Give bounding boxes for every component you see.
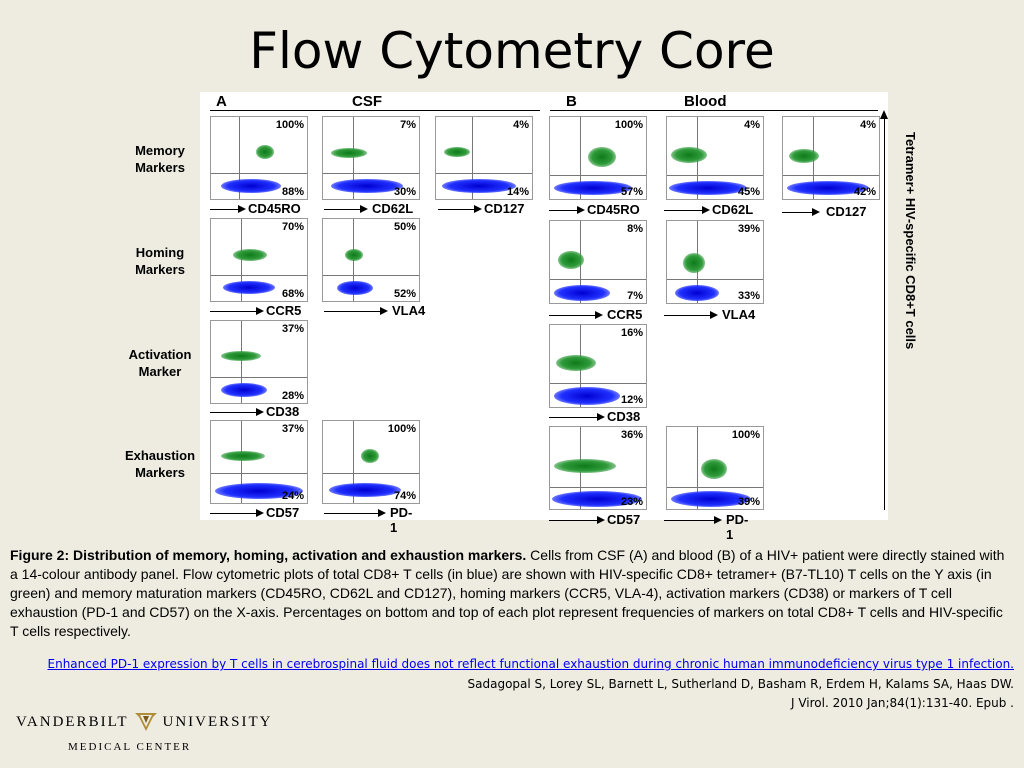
reference-authors: Sadagopal S, Lorey SL, Barnett L, Suther… [467,677,1014,691]
x-axis-label: CD62L [712,202,754,217]
vanderbilt-oak-leaf-icon [134,713,157,731]
plot-top-percent: 7% [400,119,416,131]
plot-top-percent: 70% [281,221,304,233]
plot-top-percent: 8% [627,223,643,235]
y-axis-line [884,118,885,510]
reference-link[interactable]: Enhanced PD-1 expression by T cells in c… [47,657,1015,671]
plot-top-percent: 36% [620,429,643,441]
x-axis-label: CD127 [826,204,867,219]
row-label-exhaustion: Exhaustion Markers [124,448,196,480]
slide-title: Flow Cytometry Core [249,22,775,80]
plot-bottom-percent: 30% [393,186,416,198]
figure-panel: A CSF B Blood [200,92,888,520]
plot-top-percent: 4% [860,119,876,131]
x-axis-label: VLA4 [722,307,756,322]
x-axis-label: CD127 [484,201,525,216]
plot-csf-cd57: 37% 24% [210,420,308,504]
plot-blood-cd45ro: 100% 57% [549,116,647,200]
panel-a-name: CSF [352,93,382,110]
plot-blood-cd57: 36% 23% [549,426,647,510]
plot-blood-vla4: 39% 33% [666,220,764,304]
plot-csf-vla4: 50% 52% [322,218,420,302]
x-axis-label: CD38 [266,404,300,419]
plot-bottom-percent: 45% [737,186,760,198]
row-label-activation: Activation Marker [128,347,192,379]
plot-top-percent: 4% [744,119,760,131]
y-axis-label: Tetramer+ HIV-specific CD8+T cells [903,132,918,350]
plot-bottom-percent: 42% [853,186,876,198]
plot-top-percent: 100% [275,119,304,131]
panel-b-name: Blood [684,93,727,110]
plot-top-percent: 39% [737,223,760,235]
plot-csf-ccr5: 70% 68% [210,218,308,302]
plot-bottom-percent: 88% [281,186,304,198]
logo-word-right: UNIVERSITY [162,713,273,730]
plot-bottom-percent: 14% [506,186,529,198]
plot-bottom-percent: 74% [393,490,416,502]
plot-blood-ccr5: 8% 7% [549,220,647,304]
figure-caption: Figure 2: Distribution of memory, homing… [10,546,1014,641]
x-axis-label: PD-1 [726,512,749,542]
logo-word-left: VANDERBILT [16,713,129,730]
x-axis-label: PD-1 [390,505,413,535]
x-axis-label: CD38 [607,409,641,424]
plot-top-percent: 50% [393,221,416,233]
plot-bottom-percent: 68% [281,288,304,300]
plot-csf-cd45ro: 100% 88% [210,116,308,200]
panel-a-letter: A [216,93,227,110]
x-axis-label: CD57 [266,505,300,520]
x-axis-label: VLA4 [392,303,426,318]
plot-bottom-percent: 39% [737,496,760,508]
x-axis-label: CD62L [372,201,414,216]
plot-csf-pd1: 100% 74% [322,420,420,504]
x-axis-label: CCR5 [607,307,643,322]
x-axis-label: CD45RO [248,201,301,216]
plot-bottom-percent: 28% [281,390,304,402]
row-label-homing: Homing Markers [135,245,185,277]
plot-top-percent: 100% [731,429,760,441]
panel-b-rule [550,110,878,111]
x-axis-label: CD45RO [587,202,640,217]
plot-top-percent: 16% [620,327,643,339]
plot-top-percent: 37% [281,323,304,335]
panel-a-rule [210,110,540,111]
plot-bottom-percent: 23% [620,496,643,508]
plot-csf-cd62l: 7% 30% [322,116,420,200]
plot-bottom-percent: 33% [737,290,760,302]
plot-top-percent: 100% [614,119,643,131]
plot-bottom-percent: 24% [281,490,304,502]
plot-blood-cd38: 16% 12% [549,324,647,408]
panel-b-letter: B [566,93,577,110]
row-label-memory: Memory Markers [135,143,185,175]
plot-blood-cd62l: 4% 45% [666,116,764,200]
plot-csf-cd127: 4% 14% [435,116,533,200]
plot-blood-pd1: 100% 39% [666,426,764,510]
x-axis-label: CCR5 [266,303,302,318]
plot-bottom-percent: 7% [627,290,643,302]
x-axis-label: CD57 [607,512,641,527]
plot-top-percent: 4% [513,119,529,131]
plot-blood-cd127: 4% 42% [782,116,880,200]
plot-bottom-percent: 57% [620,186,643,198]
plot-top-percent: 100% [387,423,416,435]
logo-subtitle: MEDICAL CENTER [68,741,192,753]
vanderbilt-logo: VANDERBILT UNIVERSITY MEDICAL CENTER [16,711,273,753]
plot-bottom-percent: 52% [393,288,416,300]
caption-text: Cells from CSF (A) and blood (B) of a HI… [10,547,1005,639]
reference-journal: J Virol. 2010 Jan;84(1):131-40. Epub . [791,696,1014,710]
plot-csf-cd38: 37% 28% [210,320,308,404]
plot-bottom-percent: 12% [620,394,643,406]
y-axis-arrow-head [880,110,888,119]
plot-top-percent: 37% [281,423,304,435]
caption-title: Figure 2: Distribution of memory, homing… [10,547,527,563]
